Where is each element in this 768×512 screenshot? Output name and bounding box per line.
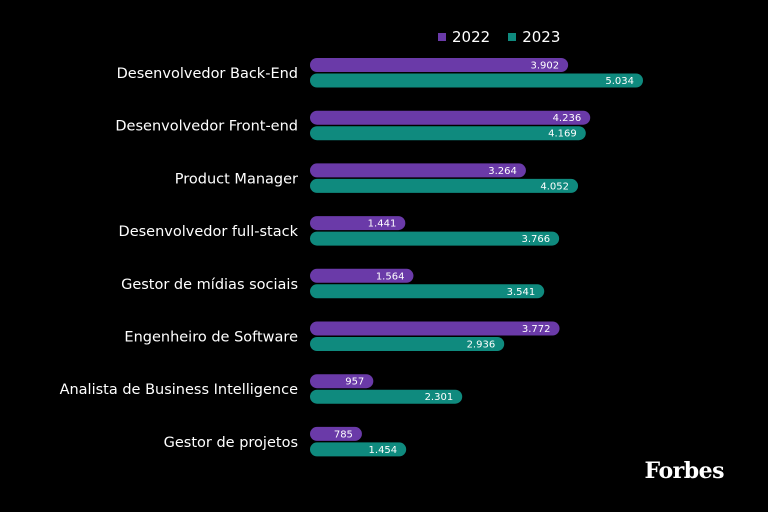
bar-2023 — [310, 126, 586, 141]
legend-item-2022: 2022 — [438, 28, 490, 46]
bar-group: Desenvolvedor Back-End 3.902 5.034 — [117, 58, 643, 88]
bar-2023 — [310, 73, 643, 88]
value-label-2023: 5.034 — [605, 76, 634, 87]
legend-swatch-2022 — [438, 33, 446, 41]
bar-2023 — [310, 442, 407, 457]
value-label-2023: 2.936 — [467, 340, 496, 351]
value-label-2023: 2.301 — [425, 392, 454, 403]
bar-2023 — [310, 389, 463, 404]
bar-group: Analista de Business Intelligence 957 2.30… — [60, 374, 463, 404]
legend-swatch-2023 — [508, 33, 517, 41]
value-label-2022: 785 — [334, 429, 353, 440]
bar-2023 — [310, 231, 560, 246]
legend-label-2022: 2022 — [452, 28, 491, 46]
bar-group: Engenheiro de Software 3.772 2.936 — [124, 321, 560, 351]
bar-2022 — [310, 216, 406, 231]
value-label-2022: 957 — [345, 377, 364, 388]
value-label-2023: 1.454 — [369, 445, 398, 456]
bar-group: Desenvolvedor Front-end 4.236 4.169 — [115, 110, 591, 141]
value-label-2023: 3.766 — [521, 234, 550, 245]
category-label: Gestor de projetos — [164, 435, 298, 451]
value-label-2022: 3.902 — [530, 61, 559, 72]
bar-2022 — [310, 321, 560, 336]
bar-2023 — [310, 284, 545, 299]
bar-group: Desenvolvedor full-stack 1.441 3.766 — [119, 216, 560, 246]
legend-label-2023: 2023 — [522, 28, 561, 46]
bar-2023 — [310, 337, 505, 351]
value-label-2022: 3.772 — [522, 324, 551, 335]
category-label: Gestor de mídias sociais — [121, 277, 298, 293]
value-label-2022: 4.236 — [553, 113, 582, 124]
value-label-2022: 1.441 — [368, 219, 397, 230]
category-label: Desenvolvedor Back-End — [117, 66, 298, 82]
bar-2022 — [310, 374, 374, 389]
forbes-logo: Forbes — [644, 458, 725, 484]
bar-group: Gestor de projetos 785 1.454 — [164, 426, 407, 457]
category-label: Desenvolvedor full-stack — [119, 224, 299, 240]
chart-legend: 2022 2023 — [438, 28, 560, 46]
value-label-2023: 4.052 — [540, 181, 569, 192]
bar-group: Gestor de mídias sociais 1.564 3.541 — [121, 268, 545, 299]
bar-2022 — [310, 163, 526, 178]
category-label: Product Manager — [175, 171, 298, 187]
bar-2022 — [310, 58, 569, 72]
value-label-2023: 3.541 — [507, 287, 536, 298]
value-label-2023: 4.169 — [548, 129, 577, 140]
legend-item-2023: 2023 — [508, 28, 560, 46]
bar-group: Product Manager 3.264 4.052 — [175, 163, 579, 193]
bar-2023 — [310, 178, 579, 193]
bar-2022 — [310, 110, 591, 125]
value-label-2022: 1.564 — [376, 271, 405, 282]
category-label: Desenvolvedor Front-end — [115, 119, 298, 135]
category-label: Engenheiro de Software — [124, 330, 298, 346]
category-label: Analista de Business Intelligence — [60, 382, 299, 398]
bar-2022 — [310, 268, 414, 283]
bar-2022 — [310, 426, 362, 441]
value-label-2022: 3.264 — [488, 166, 517, 177]
